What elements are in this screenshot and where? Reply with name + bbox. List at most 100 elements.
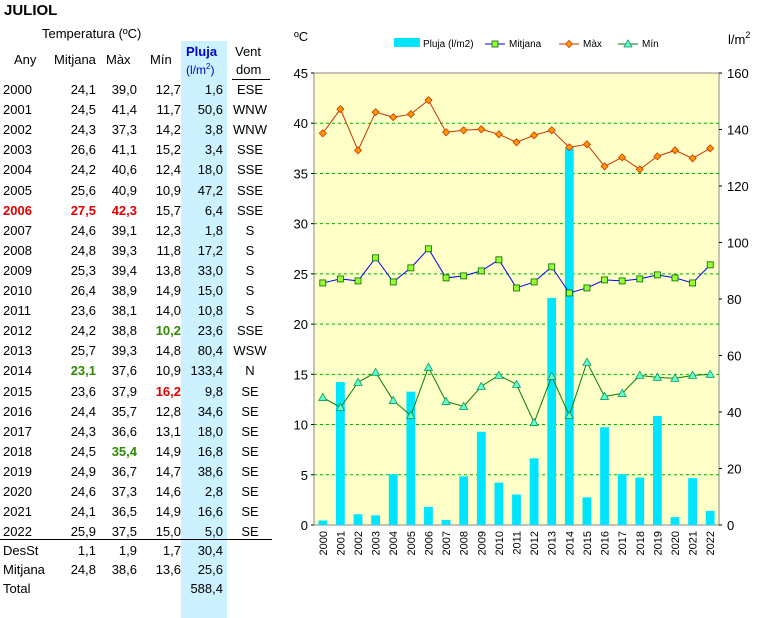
cell-any: 2006 — [3, 202, 32, 218]
cell-vent: SSE — [236, 142, 263, 158]
point-mitjana — [618, 277, 626, 285]
table-row: 2007 24,6 39,1 12,3 1,8 S — [0, 222, 272, 242]
bar-pluja — [424, 506, 433, 525]
cell-mitjana: 24,6 — [70, 484, 96, 499]
point-min — [335, 402, 346, 411]
cell-max: 39,4 — [111, 262, 137, 278]
cell-pluja: 16,8 — [197, 443, 223, 459]
point-mitjana — [513, 284, 520, 292]
cell-pluja: 1,8 — [204, 222, 223, 238]
table-row: 2014 23,1 37,6 10,9 133,4 N — [0, 362, 272, 382]
y-right-axis-label: l/m2 — [728, 30, 750, 47]
bar-pluja — [529, 458, 539, 525]
cell-vent: S — [245, 222, 255, 238]
cell-max: 41,1 — [111, 142, 137, 158]
cell-any: 2022 — [3, 524, 32, 540]
summary-pluja: 25,6 — [197, 562, 223, 577]
cell-mitjana: 24,3 — [70, 423, 96, 439]
point-min — [423, 362, 434, 371]
table-row: 2016 24,4 35,7 12,8 34,6 SE — [0, 403, 272, 423]
cell-min: 13,1 — [155, 423, 181, 439]
bar-pluja — [406, 391, 416, 525]
x-tick-label: 2017 — [617, 531, 629, 555]
cell-min: 14,9 — [155, 504, 181, 520]
table-row: 2011 23,6 38,1 14,0 10,8 S — [0, 302, 272, 322]
point-mitjana — [354, 277, 362, 285]
point-mitjana — [706, 261, 714, 269]
cell-min: 14,9 — [155, 283, 181, 298]
plot-area — [313, 72, 720, 526]
point-min — [599, 391, 610, 400]
x-tick-label: 2002 — [353, 531, 365, 555]
cell-pluja: 50,6 — [197, 102, 223, 118]
cell-min: 15,2 — [155, 142, 181, 158]
cell-vent: SE — [241, 524, 259, 540]
point-mitjana — [425, 245, 432, 253]
point-mitjana — [477, 267, 485, 275]
cell-min: 10,2 — [155, 323, 181, 339]
cell-max: 37,9 — [111, 383, 137, 399]
point-mitjana — [689, 279, 696, 287]
cell-min: 14,8 — [155, 343, 181, 359]
bar-pluja — [705, 510, 715, 525]
bar-pluja — [459, 476, 469, 525]
bar-pluja — [564, 148, 574, 525]
point-min — [582, 357, 592, 366]
y-left-tick-label: 15 — [294, 367, 308, 382]
table-row: 2003 26,6 41,1 15,2 3,4 SSE — [0, 141, 272, 161]
y-right-tick-label: 80 — [727, 292, 741, 307]
cell-mitjana: 24,6 — [70, 222, 96, 238]
point-max — [670, 146, 680, 155]
point-min — [670, 373, 680, 382]
y-left-tick-label: 35 — [294, 166, 308, 181]
cell-max: 39,1 — [111, 222, 137, 238]
cell-min: 12,4 — [155, 162, 181, 178]
cell-mitjana: 24,1 — [70, 82, 96, 97]
bar-pluja — [652, 415, 662, 525]
x-tick-label: 2001 — [335, 531, 347, 555]
cell-vent: WNW — [233, 122, 267, 138]
cell-vent: SE — [241, 383, 259, 399]
climate-chart: 0 5 10 15 20 25 30 35 40 45 0 20 40 60 80 100 120 140 160 º… — [294, 29, 751, 555]
cell-min: 12,8 — [155, 403, 181, 419]
cell-any: 2019 — [3, 463, 32, 479]
cell-pluja: 133,4 — [190, 363, 223, 379]
table-separator — [0, 539, 272, 540]
point-max — [389, 113, 398, 122]
bar-pluja — [476, 431, 486, 525]
x-tick-label: 2007 — [441, 531, 453, 555]
summary-label: DesSt — [3, 543, 39, 558]
point-max — [424, 96, 433, 105]
cell-max: 39,0 — [111, 82, 137, 97]
cell-vent: S — [245, 242, 255, 258]
cell-mitjana: 24,5 — [70, 102, 96, 118]
point-mitjana — [495, 256, 503, 264]
cell-pluja: 34,6 — [197, 403, 223, 419]
point-min — [652, 372, 663, 381]
y-right-tick-label: 140 — [727, 123, 749, 138]
cell-mitjana: 24,5 — [70, 443, 96, 459]
y-left-tick-label: 10 — [294, 418, 308, 433]
table-row: 2004 24,2 40,6 12,4 18,0 SSE — [0, 161, 272, 181]
summary-pluja: 30,4 — [197, 543, 223, 558]
cell-max: 42,3 — [111, 202, 137, 218]
point-max — [653, 152, 662, 161]
cell-vent: SE — [241, 423, 259, 439]
x-tick-label: 2013 — [547, 531, 559, 555]
cell-pluja: 5,0 — [204, 524, 223, 540]
cell-pluja: 2,8 — [204, 484, 223, 499]
point-max — [600, 162, 609, 171]
cell-max: 35,7 — [111, 403, 137, 419]
table-row: 2021 24,1 36,5 14,9 16,6 SE — [0, 503, 272, 523]
point-max — [406, 110, 415, 119]
legend-marker-mitjana — [491, 40, 499, 48]
cell-mitjana: 26,6 — [70, 142, 96, 158]
y-left-tick-label: 0 — [301, 518, 308, 533]
summary-row: DesSt 1,1 1,9 1,7 30,4 — [0, 542, 272, 562]
point-max — [582, 140, 592, 149]
cell-max: 38,1 — [111, 303, 137, 319]
cell-max: 36,7 — [111, 463, 137, 479]
summary-mitjana: 24,8 — [70, 562, 96, 577]
cell-any: 2018 — [3, 443, 32, 459]
cell-any: 2004 — [3, 162, 32, 178]
